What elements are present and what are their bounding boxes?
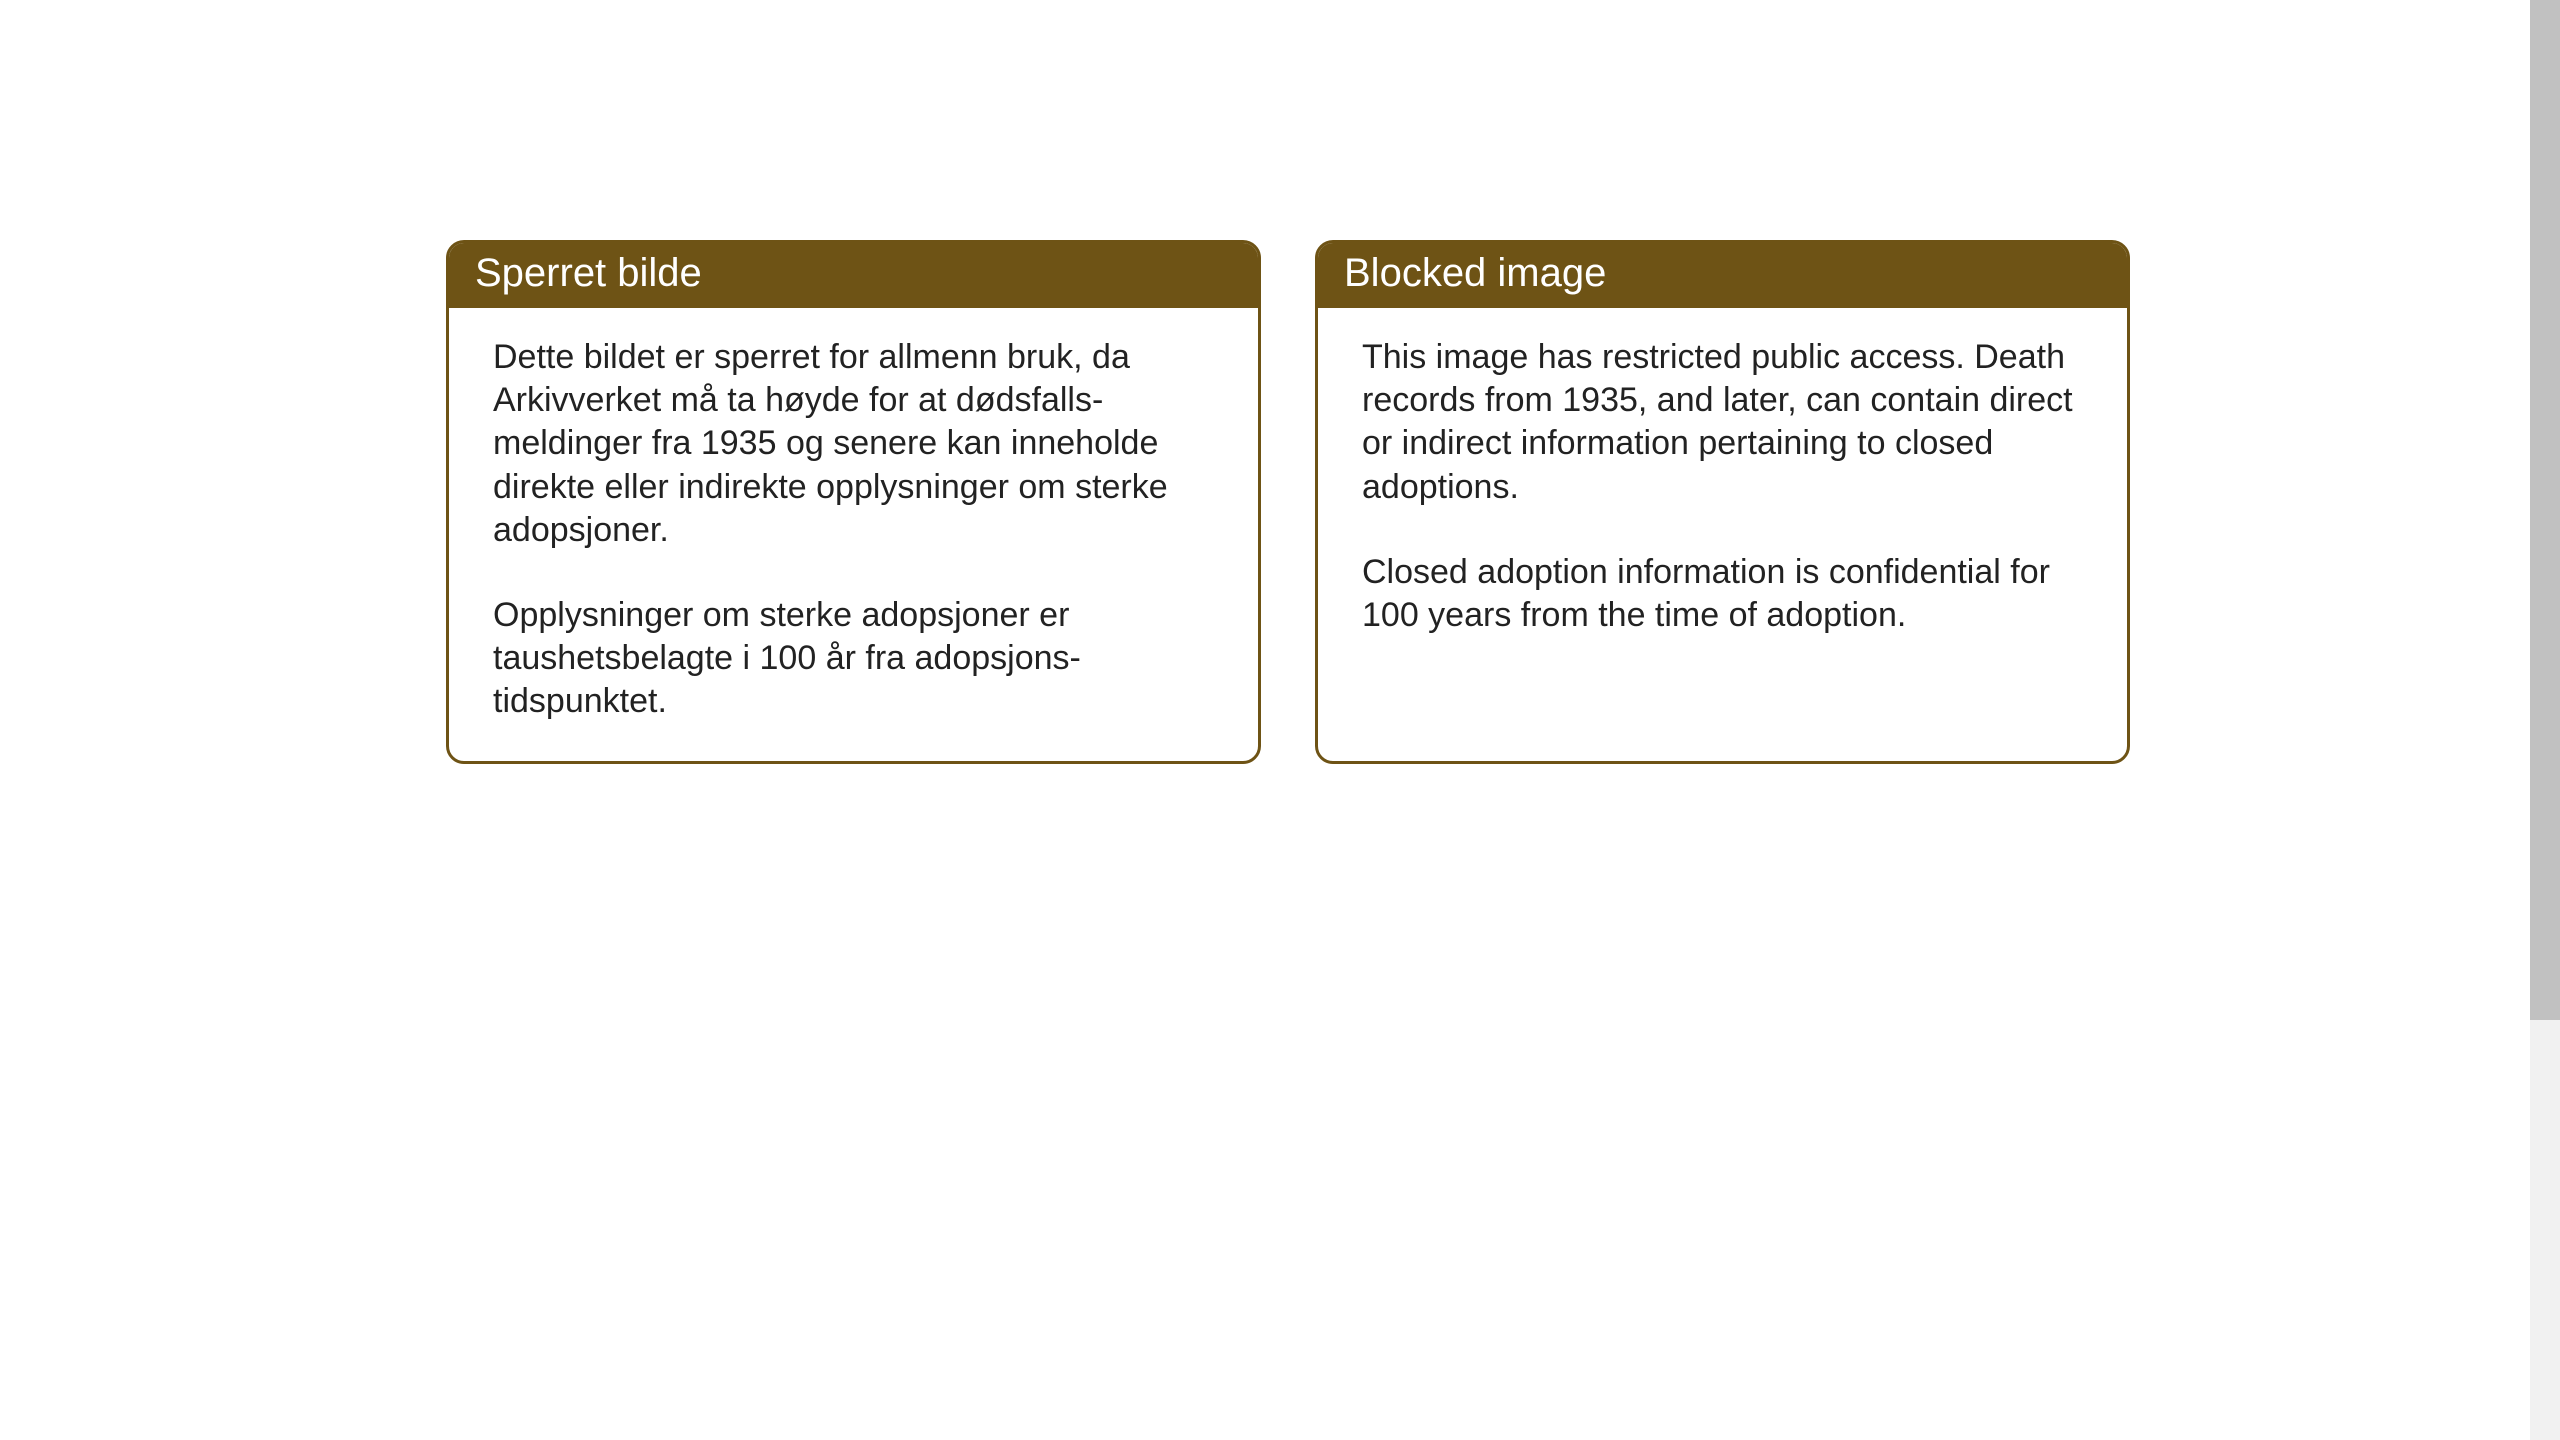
card-norwegian-header: Sperret bilde <box>449 243 1258 308</box>
card-english: Blocked image This image has restricted … <box>1315 240 2130 764</box>
card-norwegian-title: Sperret bilde <box>475 251 702 295</box>
vertical-scrollbar-thumb[interactable] <box>2530 0 2560 1020</box>
card-english-title: Blocked image <box>1344 251 1606 295</box>
card-english-paragraph-1: This image has restricted public access.… <box>1362 336 2083 509</box>
card-english-paragraph-2: Closed adoption information is confident… <box>1362 551 2083 637</box>
card-norwegian-paragraph-1: Dette bildet er sperret for allmenn bruk… <box>493 336 1214 552</box>
card-english-header: Blocked image <box>1318 243 2127 308</box>
cards-container: Sperret bilde Dette bildet er sperret fo… <box>446 240 2130 764</box>
card-norwegian-body: Dette bildet er sperret for allmenn bruk… <box>449 308 1258 761</box>
vertical-scrollbar-track[interactable] <box>2530 0 2560 1440</box>
card-english-body: This image has restricted public access.… <box>1318 308 2127 744</box>
card-norwegian-paragraph-2: Opplysninger om sterke adopsjoner er tau… <box>493 594 1214 724</box>
card-norwegian: Sperret bilde Dette bildet er sperret fo… <box>446 240 1261 764</box>
